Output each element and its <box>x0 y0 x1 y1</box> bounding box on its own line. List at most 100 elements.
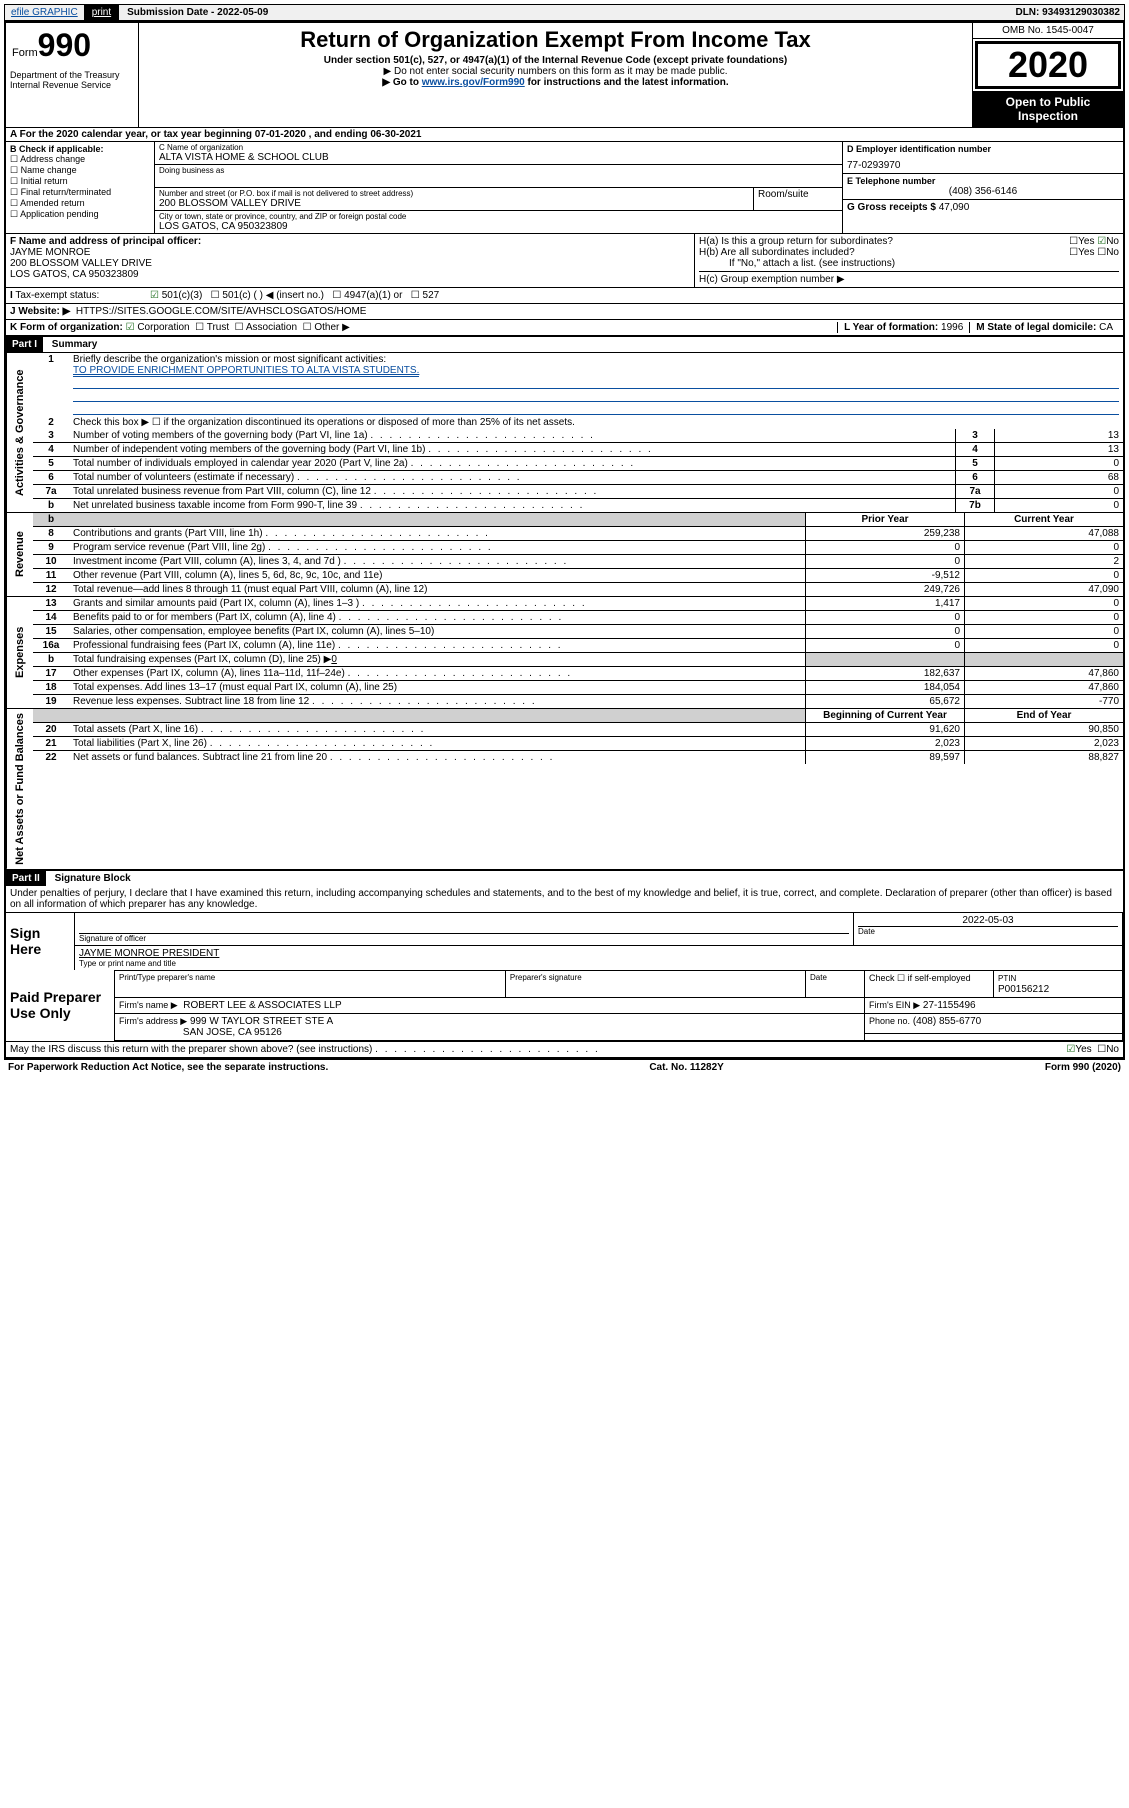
gov-section: Activities & Governance 1 Briefly descri… <box>6 352 1123 512</box>
chk-pending[interactable]: ☐ Application pending <box>10 209 150 220</box>
firm-name-cell: Firm's name ▶ ROBERT LEE & ASSOCIATES LL… <box>115 997 865 1013</box>
pra-text: For Paperwork Reduction Act Notice, see … <box>8 1062 328 1073</box>
firm-addr-cell: Firm's address ▶ 999 W TAYLOR STREET STE… <box>115 1013 865 1040</box>
officer-city: LOS GATOS, CA 950323809 <box>10 269 139 280</box>
l14-curr: 0 <box>965 611 1124 625</box>
phone-lbl: E Telephone number <box>847 176 1119 186</box>
k-assoc[interactable]: Association <box>246 322 297 333</box>
line4-text: Number of independent voting members of … <box>69 443 956 457</box>
chk-final[interactable]: ☐ Final return/terminated <box>10 187 150 198</box>
efile-link[interactable]: efile GRAPHIC <box>5 5 84 20</box>
f-lbl: F Name and address of principal officer: <box>10 236 201 247</box>
street-cell: Number and street (or P.O. box if mail i… <box>155 188 753 211</box>
website-row: J Website: ▶ HTTPS://SITES.GOOGLE.COM/SI… <box>6 303 1123 319</box>
chk-amended[interactable]: ☐ Amended return <box>10 198 150 209</box>
l14-text: Benefits paid to or for members (Part IX… <box>69 611 806 625</box>
website-val: HTTPS://SITES.GOOGLE.COM/SITE/AVHSCLOSGA… <box>76 306 367 317</box>
l10-prior: 0 <box>806 555 965 569</box>
discuss-no[interactable]: No <box>1106 1044 1119 1055</box>
f-officer-cell: F Name and address of principal officer:… <box>6 234 694 287</box>
print-button[interactable]: print <box>84 5 119 20</box>
line3-val: 13 <box>995 429 1124 443</box>
prep-sig-lbl: Preparer's signature <box>505 970 805 997</box>
k-corp[interactable]: Corporation <box>137 322 189 333</box>
l18-curr: 47,860 <box>965 681 1124 695</box>
ein-cell: D Employer identification number 77-0293… <box>843 142 1123 174</box>
rev-table: bPrior YearCurrent Year 8Contributions a… <box>33 513 1123 596</box>
line6-text: Total number of volunteers (estimate if … <box>69 471 956 485</box>
discuss-yes[interactable]: Yes <box>1075 1044 1091 1055</box>
l18-prior: 184,054 <box>806 681 965 695</box>
gov-vlabel: Activities & Governance <box>6 353 33 512</box>
prep-date-lbl: Date <box>806 970 865 997</box>
row-a-tax-year: A For the 2020 calendar year, or tax yea… <box>6 127 1123 141</box>
h-a-row: H(a) Is this a group return for subordin… <box>699 236 1119 247</box>
l20-beg: 91,620 <box>806 723 965 737</box>
submission-date: Submission Date - 2022-05-09 <box>119 5 276 20</box>
ptin-cell: PTINP00156212 <box>994 970 1123 997</box>
exp-vlabel: Expenses <box>6 597 33 708</box>
city-val: LOS GATOS, CA 950323809 <box>159 221 838 232</box>
l22-end: 88,827 <box>965 751 1124 765</box>
l13-prior: 1,417 <box>806 597 965 611</box>
exp-table: 13Grants and similar amounts paid (Part … <box>33 597 1123 708</box>
hb-note: If "No," attach a list. (see instruction… <box>699 258 1119 269</box>
sig-date-val: 2022-05-03 <box>858 915 1118 926</box>
dept-treasury: Department of the Treasury Internal Reve… <box>6 68 139 127</box>
irs-link[interactable]: www.irs.gov/Form990 <box>422 77 525 88</box>
m-val: CA <box>1099 322 1113 333</box>
form-container: Form990 Department of the Treasury Inter… <box>4 21 1125 1059</box>
k-cell: K Form of organization: ☑ Corporation ☐ … <box>10 322 837 333</box>
self-employed-check[interactable]: Check ☐ if self-employed <box>865 970 994 997</box>
part1-badge: Part I <box>6 337 43 352</box>
l22-beg: 89,597 <box>806 751 965 765</box>
hb-text: H(b) Are all subordinates included? <box>699 247 855 258</box>
net-vlabel: Net Assets or Fund Balances <box>6 709 33 869</box>
l11-curr: 0 <box>965 569 1124 583</box>
i-501c3[interactable]: 501(c)(3) <box>162 290 203 301</box>
i-4947[interactable]: 4947(a)(1) or <box>344 290 402 301</box>
ha-text: H(a) Is this a group return for subordin… <box>699 236 893 247</box>
f-h-row: F Name and address of principal officer:… <box>6 233 1123 287</box>
l20-text: Total assets (Part X, line 16) <box>69 723 806 737</box>
l15-curr: 0 <box>965 625 1124 639</box>
firm-ein-cell: Firm's EIN ▶ 27-1155496 <box>865 997 1123 1013</box>
l11-prior: -9,512 <box>806 569 965 583</box>
omb-number: OMB No. 1545-0047 <box>973 23 1123 39</box>
penalty-text: Under penalties of perjury, I declare th… <box>6 886 1123 912</box>
header-sub3: ▶ Go to www.irs.gov/Form990 for instruct… <box>141 77 970 88</box>
klm-row: K Form of organization: ☑ Corporation ☐ … <box>6 319 1123 335</box>
form-ref: Form 990 (2020) <box>1045 1062 1121 1073</box>
tax-exempt-row: I Tax-exempt status: ☑ 501(c)(3) ☐ 501(c… <box>6 287 1123 303</box>
chk-initial[interactable]: ☐ Initial return <box>10 176 150 187</box>
form-word: Form <box>12 47 38 59</box>
header-right: OMB No. 1545-0047 2020 Open to Public In… <box>972 23 1123 127</box>
hb-no[interactable]: No <box>1106 247 1119 258</box>
k-trust[interactable]: Trust <box>207 322 229 333</box>
header-center: Return of Organization Exempt From Incom… <box>139 23 972 127</box>
line7a-text: Total unrelated business revenue from Pa… <box>69 485 956 499</box>
header-sub2: ▶ Do not enter social security numbers o… <box>141 66 970 77</box>
line7b-text: Net unrelated business taxable income fr… <box>69 499 956 513</box>
officer-street: 200 BLOSSOM VALLEY DRIVE <box>10 258 152 269</box>
i-527[interactable]: 527 <box>423 290 440 301</box>
form-990-number: 990 <box>38 27 91 63</box>
l21-text: Total liabilities (Part X, line 26) <box>69 737 806 751</box>
gross-val: 47,090 <box>939 202 970 213</box>
i-501c[interactable]: 501(c) ( ) ◀ (insert no.) <box>222 290 324 301</box>
phone-val: (408) 356-6146 <box>847 186 1119 197</box>
l8-prior: 259,238 <box>806 527 965 541</box>
h-cell: H(a) Is this a group return for subordin… <box>694 234 1123 287</box>
hb-yes[interactable]: Yes <box>1078 247 1094 258</box>
firm-ein: 27-1155496 <box>923 1000 976 1011</box>
ha-no[interactable]: No <box>1106 236 1119 247</box>
rev-vlabel: Revenue <box>6 513 33 596</box>
chk-name[interactable]: ☐ Name change <box>10 165 150 176</box>
l20-end: 90,850 <box>965 723 1124 737</box>
m-cell: M State of legal domicile: CA <box>969 322 1119 333</box>
l9-curr: 0 <box>965 541 1124 555</box>
l19-prior: 65,672 <box>806 695 965 709</box>
k-other[interactable]: Other ▶ <box>314 322 349 333</box>
ha-yes[interactable]: Yes <box>1078 236 1094 247</box>
chk-address[interactable]: ☐ Address change <box>10 154 150 165</box>
